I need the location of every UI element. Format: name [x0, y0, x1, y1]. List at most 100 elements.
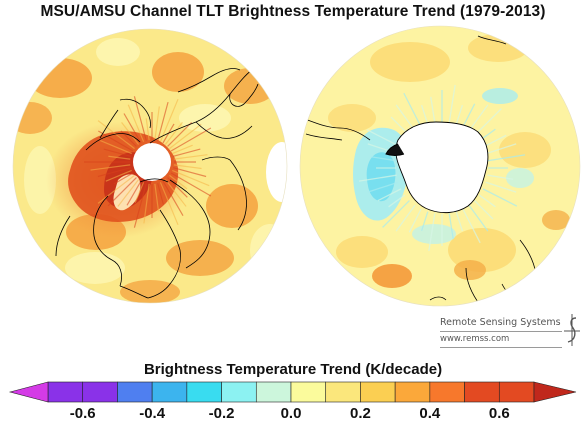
colorbar-segment: [394, 381, 431, 403]
colorbar-segment: [325, 381, 361, 403]
south-warm-patch: [468, 34, 528, 62]
colorbar-tick-label: -0.6: [69, 405, 96, 422]
south-streak: [485, 181, 517, 193]
south-streak: [455, 211, 464, 231]
north-streak: [169, 174, 188, 190]
north-warm-patch: [13, 102, 52, 134]
south-streak: [482, 134, 507, 148]
south-streak: [382, 200, 410, 228]
south-streak: [358, 174, 397, 182]
south-warm-patch: [370, 42, 450, 82]
colorbar-segment: [221, 381, 257, 403]
colorbar-segments: [47, 381, 535, 403]
colorbar-segment: [290, 381, 327, 403]
colorbar-tick-label: -0.2: [208, 405, 235, 422]
south-streak: [403, 92, 422, 128]
north-warm-patch: [152, 52, 204, 92]
north-light-patch: [65, 252, 125, 284]
north-streak: [159, 182, 179, 226]
colorbar-segment: [82, 381, 118, 403]
south-streak: [448, 213, 454, 240]
north-warm-patch: [120, 280, 180, 303]
south-map-edge: [299, 25, 581, 307]
north-streak: [173, 164, 202, 170]
rss-logo-icon: [564, 314, 580, 346]
north-streak: [157, 183, 164, 205]
north-streak: [133, 96, 147, 141]
north-streak: [143, 183, 150, 224]
colorbar: [8, 381, 577, 403]
south-streak: [420, 211, 429, 231]
south-warm-patch: [336, 236, 388, 268]
north-light-patch: [24, 146, 56, 214]
south-streak: [388, 194, 406, 208]
colorbar-tick-label: 0.4: [419, 405, 441, 422]
north-streak: [157, 101, 169, 141]
south-streak: [455, 105, 464, 125]
south-streak: [468, 204, 489, 232]
south-streak-texture: [358, 84, 526, 252]
south-streak: [462, 208, 481, 244]
colorbar-segment: [151, 381, 188, 403]
north-streak: [133, 183, 147, 228]
south-streak: [367, 181, 399, 193]
north-streak: [97, 174, 135, 204]
south-streak: [485, 143, 517, 155]
south-cool-patch: [506, 168, 534, 188]
south-streak: [370, 156, 397, 162]
south-polar-map: [299, 25, 581, 307]
credit-divider: [440, 331, 562, 332]
north-coastlines: [55, 68, 259, 299]
north-streak: [167, 121, 193, 147]
south-warm-patch: [328, 104, 376, 132]
north-streak: [121, 121, 140, 145]
north-streak: [154, 106, 160, 141]
colorbar-title: Brightness Temperature Trend (K/decade): [143, 361, 443, 378]
north-light-patch: [96, 38, 140, 66]
north-streak: [164, 179, 187, 207]
north-streak: [134, 182, 145, 203]
colorbar-tick-label: -0.4: [139, 405, 166, 422]
colorbar-segment: [186, 381, 222, 403]
south-streak: [366, 129, 402, 148]
south-streak: [408, 208, 422, 233]
south-streak: [428, 213, 436, 252]
south-streak: [482, 188, 518, 207]
north-streak: [170, 127, 212, 152]
colorbar-tick-label: 0.2: [349, 405, 371, 422]
north-streak: [164, 121, 183, 145]
north-streak: [90, 164, 131, 171]
south-cool-patch: [366, 152, 396, 202]
north-streak: [173, 167, 207, 178]
south-hot-patch: [542, 210, 570, 230]
colorbar-under-triangle: [8, 381, 49, 403]
north-light-patch: [179, 104, 231, 132]
south-streak: [487, 154, 526, 162]
north-pole-hole: [133, 143, 171, 181]
north-greenland-hot: [113, 174, 141, 211]
north-streak: [108, 155, 131, 160]
north-streak: [172, 144, 193, 155]
antarctic-peninsula: [385, 143, 405, 156]
south-streak: [395, 104, 416, 132]
south-streak: [430, 96, 436, 123]
colorbar-segment: [117, 381, 153, 403]
north-streak: [107, 177, 137, 207]
north-polar-map: [12, 28, 288, 304]
south-hot-patch: [372, 264, 412, 288]
credit-url[interactable]: www.remss.com: [440, 334, 510, 344]
south-warm-patch: [499, 132, 551, 168]
colorbar-tick-label: 0.0: [280, 405, 302, 422]
north-streak: [97, 167, 131, 178]
south-streak: [462, 103, 476, 128]
south-hot-patch: [454, 260, 486, 280]
north-streak: [127, 104, 145, 142]
north-missing-data: [266, 142, 287, 202]
south-streak: [448, 84, 456, 123]
colorbar-segment: [464, 381, 500, 403]
north-map-edge: [12, 28, 288, 304]
colorbar-tick-label: 0.6: [488, 405, 510, 422]
credit-divider: [440, 347, 562, 348]
north-streak: [159, 98, 179, 142]
colorbar-segment: [429, 381, 465, 403]
